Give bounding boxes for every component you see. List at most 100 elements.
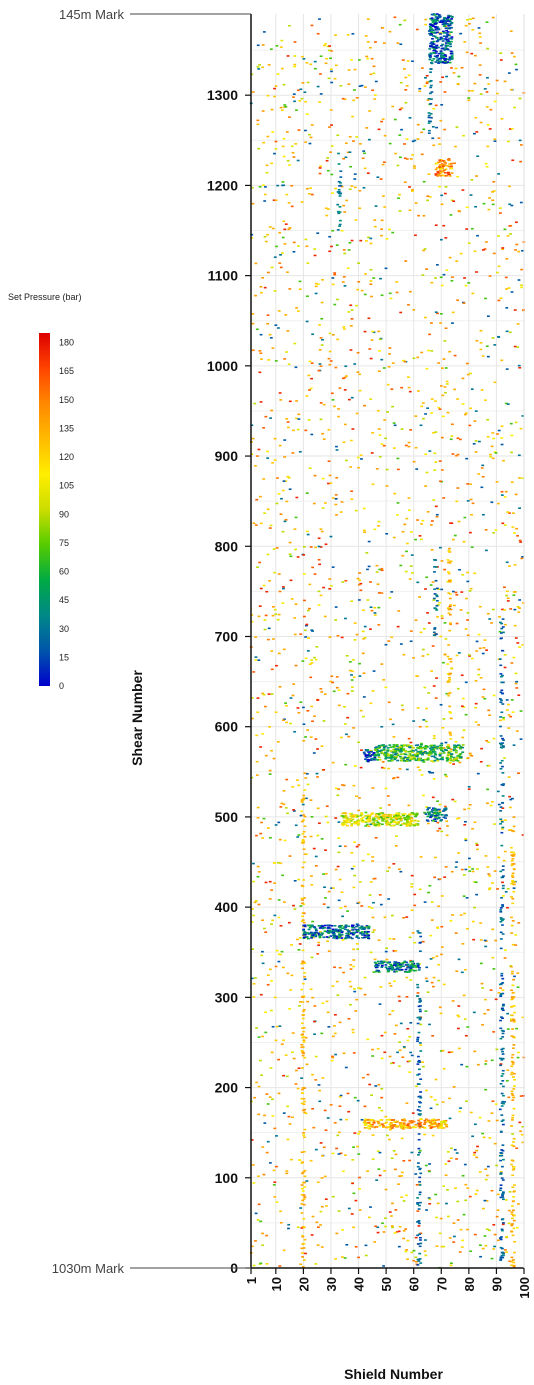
data-point — [277, 573, 281, 575]
data-point — [286, 475, 290, 478]
data-point — [424, 1254, 428, 1257]
data-point — [513, 1072, 516, 1075]
data-point — [251, 313, 255, 315]
data-point — [429, 26, 433, 29]
data-point — [407, 1125, 411, 1128]
data-point — [499, 1173, 503, 1175]
data-point — [256, 455, 259, 457]
data-point — [403, 960, 407, 963]
data-point — [447, 1160, 451, 1163]
data-point — [449, 748, 453, 751]
data-point — [352, 1052, 356, 1054]
data-point — [426, 758, 430, 761]
data-point — [261, 110, 265, 112]
data-point — [445, 1125, 449, 1128]
data-point — [493, 100, 497, 103]
data-point — [397, 812, 401, 815]
data-point — [416, 1258, 420, 1261]
data-point — [425, 806, 429, 808]
data-point — [348, 980, 352, 983]
data-point — [471, 827, 474, 830]
data-point — [420, 523, 424, 525]
data-point — [397, 1230, 401, 1233]
data-point — [468, 590, 472, 592]
data-point — [449, 50, 453, 53]
data-point — [500, 490, 504, 493]
data-point — [349, 936, 353, 939]
data-point — [429, 1096, 433, 1098]
data-point — [366, 1119, 370, 1121]
data-point — [251, 1164, 255, 1166]
data-point — [436, 926, 440, 929]
data-point — [440, 814, 444, 816]
data-point — [270, 1009, 273, 1012]
data-point — [301, 912, 305, 914]
data-point — [440, 830, 444, 833]
data-point — [261, 184, 265, 186]
data-point — [380, 1087, 384, 1090]
data-point — [266, 553, 270, 556]
data-point — [392, 447, 396, 449]
data-point — [447, 612, 451, 614]
data-point — [321, 1002, 325, 1005]
data-point — [450, 199, 454, 202]
data-point — [331, 1055, 334, 1058]
data-point — [290, 974, 294, 977]
data-point — [513, 1240, 516, 1243]
data-point — [517, 1051, 520, 1054]
data-point — [368, 1216, 371, 1219]
data-point — [474, 706, 478, 709]
data-point — [445, 757, 449, 759]
data-point — [436, 745, 440, 748]
data-point — [328, 588, 332, 590]
data-point — [438, 754, 442, 757]
data-point — [470, 546, 474, 549]
data-point — [319, 594, 323, 597]
data-point — [328, 924, 332, 927]
data-point — [413, 893, 417, 896]
data-point — [344, 935, 348, 937]
data-point — [432, 597, 436, 600]
data-point — [499, 701, 503, 703]
data-point — [352, 140, 355, 142]
data-point — [417, 1125, 421, 1127]
data-point — [432, 735, 436, 737]
data-point — [275, 245, 278, 248]
data-point — [435, 1103, 439, 1106]
data-point — [279, 1210, 282, 1213]
data-point — [407, 966, 411, 969]
data-point — [309, 931, 313, 934]
data-point — [500, 711, 504, 714]
data-point — [427, 770, 431, 773]
data-point — [357, 583, 361, 586]
data-point — [518, 599, 522, 601]
data-point — [500, 443, 504, 446]
data-point — [282, 648, 286, 651]
data-point — [433, 628, 437, 630]
data-point — [428, 80, 432, 83]
data-point — [445, 75, 448, 78]
data-point — [457, 1027, 460, 1030]
data-point — [334, 1053, 338, 1056]
data-point — [308, 193, 311, 195]
data-point — [369, 237, 373, 240]
data-point — [464, 838, 468, 840]
data-point — [449, 1157, 453, 1160]
data-point — [501, 746, 505, 748]
data-point — [443, 49, 447, 51]
data-point — [472, 938, 476, 941]
data-point — [390, 591, 394, 593]
data-point — [471, 292, 475, 295]
data-point — [392, 536, 396, 539]
data-point — [511, 970, 514, 973]
data-point — [419, 1124, 423, 1126]
data-point — [486, 47, 490, 50]
data-point — [261, 1035, 264, 1038]
data-point — [512, 1195, 515, 1198]
data-point — [321, 1077, 325, 1079]
data-point — [497, 803, 501, 806]
data-point — [369, 823, 373, 826]
data-point — [382, 815, 386, 817]
data-point — [418, 1095, 422, 1098]
data-point — [413, 824, 417, 827]
